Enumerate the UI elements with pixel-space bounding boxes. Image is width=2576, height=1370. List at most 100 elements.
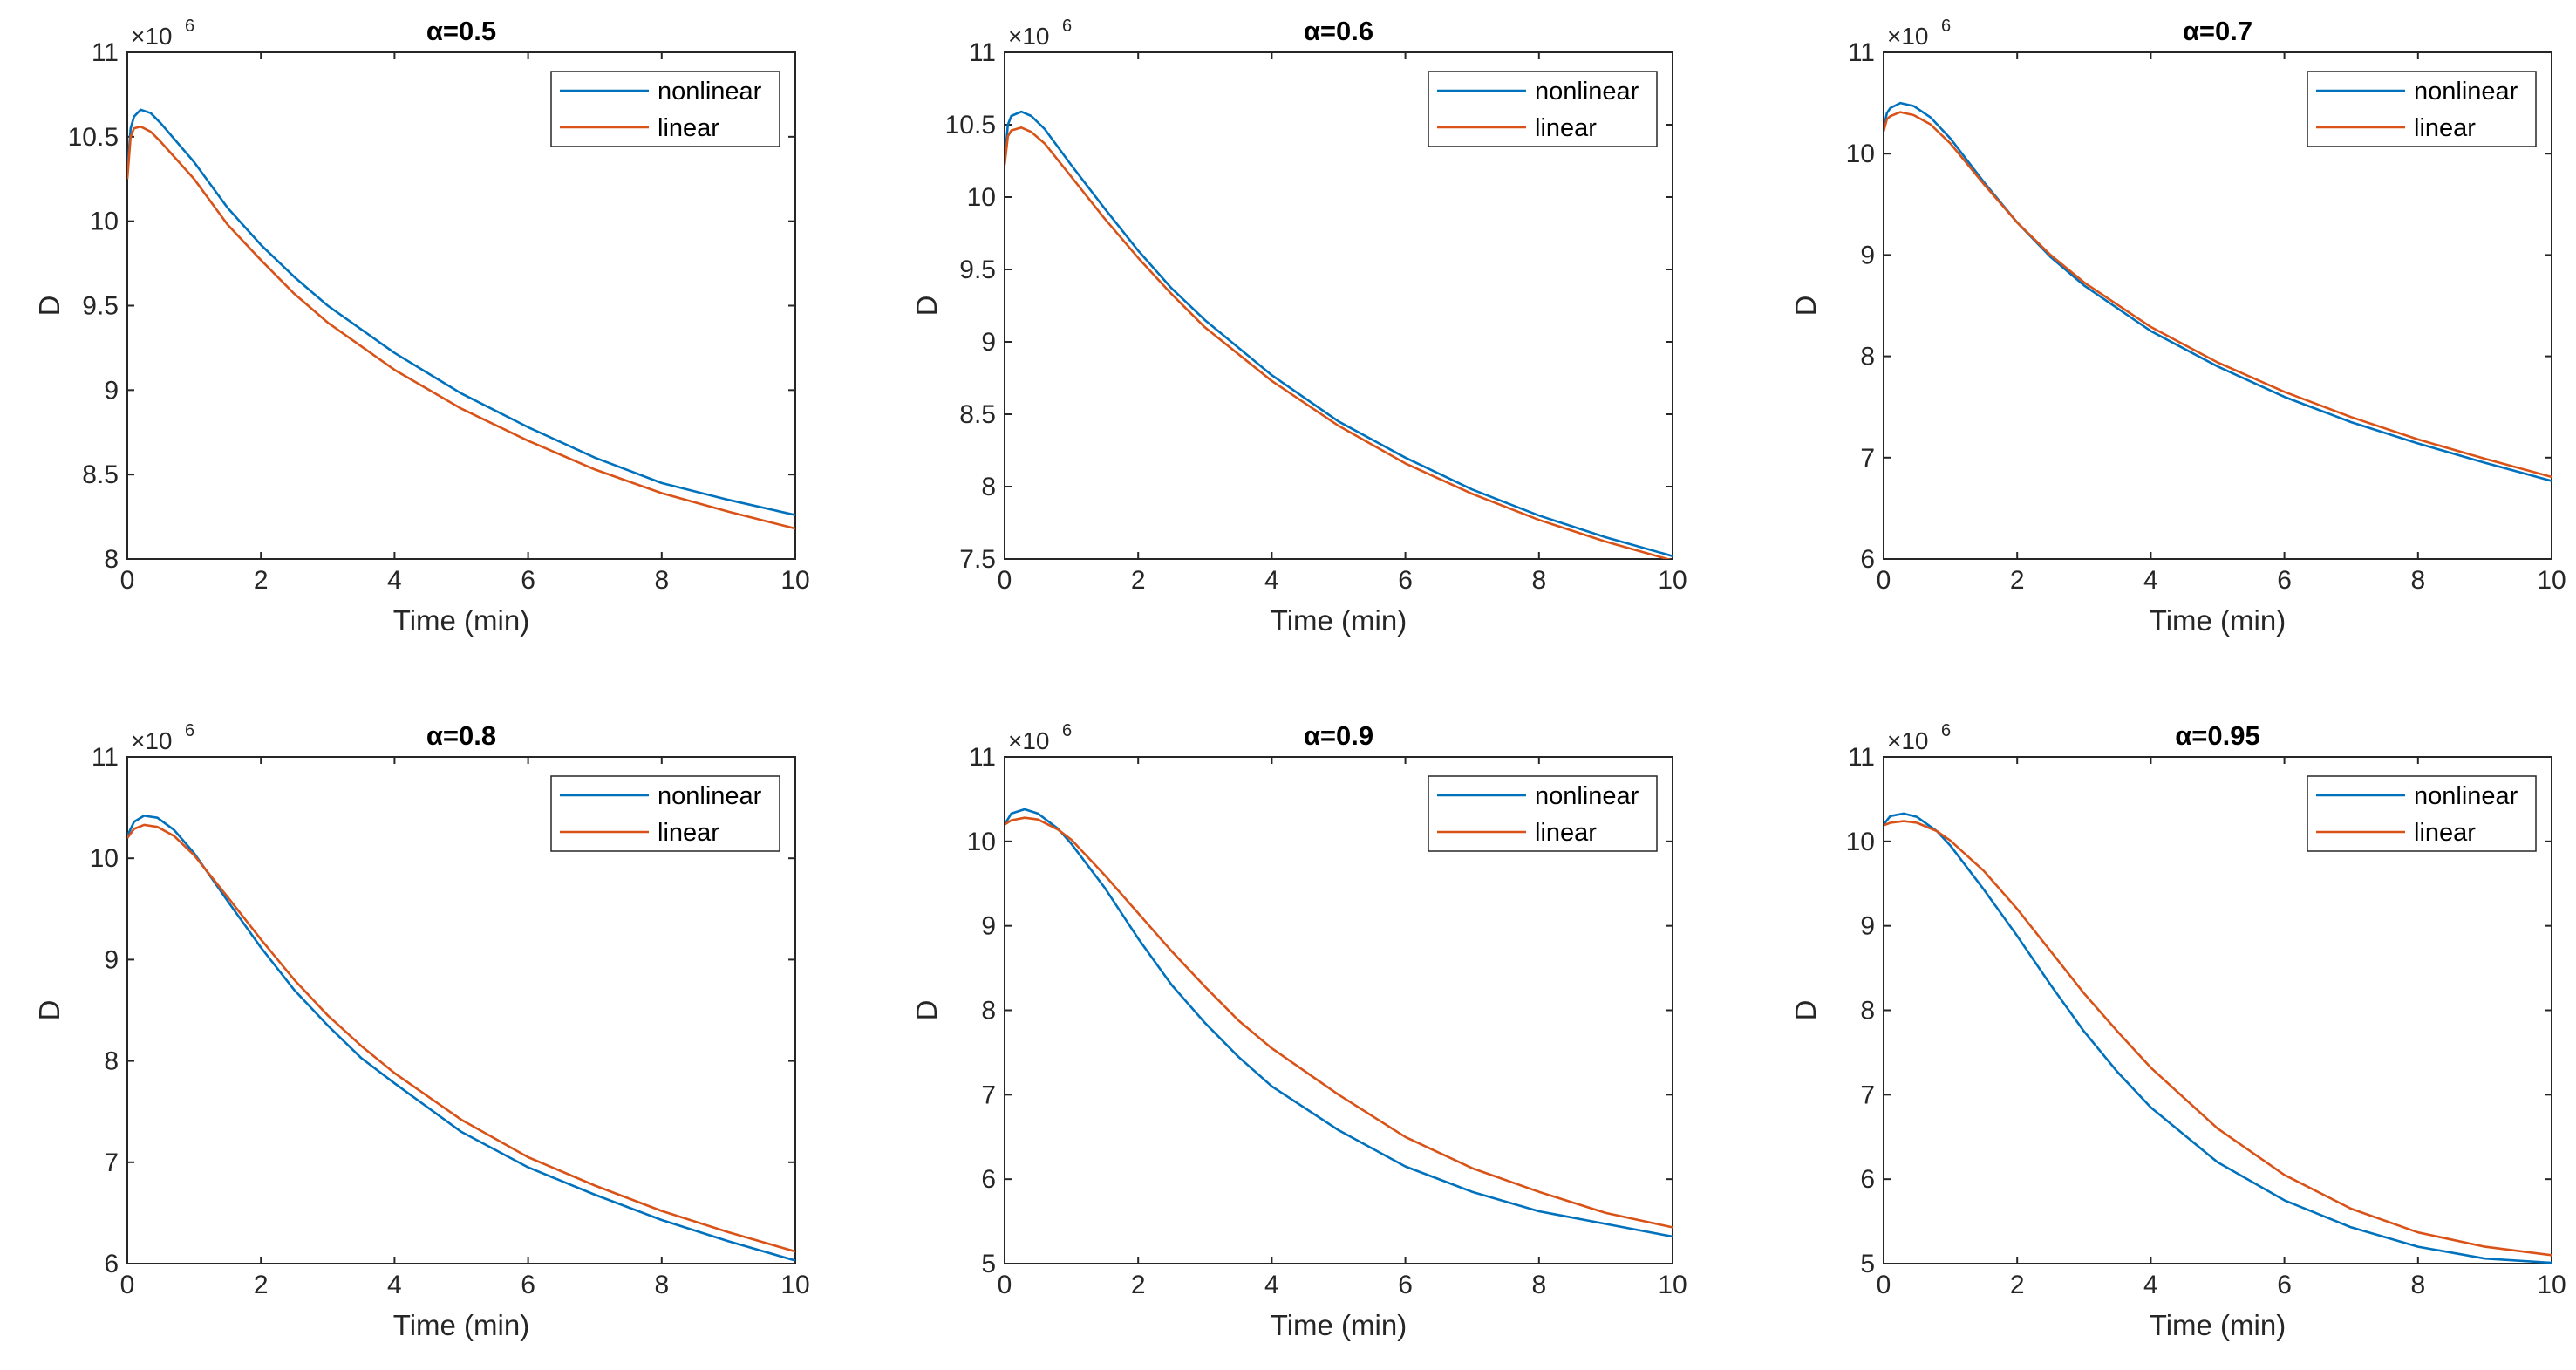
- x-tick-label: 0: [120, 1271, 135, 1299]
- x-tick-label: 8: [654, 1271, 669, 1299]
- x-tick-label: 6: [521, 566, 535, 595]
- y-axis-label: D: [910, 296, 943, 317]
- series-line-nonlinear: [1884, 812, 2552, 1264]
- y-tick-label: 7.5: [959, 545, 996, 574]
- chart-title: α=0.6: [1304, 16, 1373, 46]
- series-line-linear: [1005, 816, 1673, 1229]
- y-tick-label: 11: [969, 743, 996, 772]
- y-exponent-label: ×10: [131, 727, 173, 754]
- legend-label: linear: [658, 114, 719, 142]
- legend-label: linear: [2414, 819, 2476, 847]
- legend-label: linear: [1535, 114, 1597, 142]
- series-line-linear: [1005, 126, 1672, 559]
- legend-label: linear: [2414, 114, 2476, 142]
- x-tick-label: 4: [387, 566, 402, 595]
- y-tick-label: 9.5: [959, 256, 996, 284]
- y-exponent-power: 6: [1062, 17, 1072, 36]
- series-line-nonlinear: [1005, 808, 1673, 1238]
- title-symbol: α: [2183, 16, 2199, 46]
- x-tick-label: 8: [654, 566, 669, 595]
- y-exponent-label: ×10: [131, 23, 173, 50]
- y-tick-label: 11: [1848, 38, 1875, 67]
- x-axis-label: Time (min): [393, 604, 529, 637]
- x-tick-label: 8: [1531, 1271, 1546, 1299]
- y-tick-label: 9: [104, 945, 119, 974]
- legend: nonlinear linear: [550, 71, 780, 147]
- y-axis-label: D: [1789, 1000, 1822, 1021]
- x-tick-label: 2: [254, 566, 269, 595]
- y-tick-label: 8: [104, 1047, 119, 1076]
- y-tick-label: 6: [1860, 1165, 1875, 1194]
- legend-box: [550, 71, 780, 147]
- chart-title: α=0.9: [1304, 720, 1373, 751]
- chart-title: α=0.5: [426, 16, 496, 46]
- y-tick-label: 10: [1846, 140, 1875, 168]
- y-exponent-label: ×10: [1008, 727, 1050, 754]
- y-tick-label: 8: [981, 997, 996, 1026]
- series-group: [1884, 101, 2552, 482]
- chart-panel-4: 0 2 4 6 8 10 6 7 8 9 10 11 ×10 6 α=0.8 Time (min) Dnonli…: [33, 720, 810, 1341]
- y-tick-label: 10.5: [68, 123, 119, 152]
- legend: nonlinear linear: [550, 775, 780, 852]
- x-tick-label: 10: [1658, 566, 1687, 595]
- y-tick-label: 8: [1860, 343, 1875, 371]
- x-tick-label: 0: [998, 1271, 1012, 1299]
- legend: nonlinear linear: [1428, 71, 1658, 147]
- legend-label: nonlinear: [1535, 78, 1639, 106]
- x-tick-label: 4: [387, 1271, 402, 1299]
- y-tick-label: 10: [967, 183, 996, 212]
- y-exponent-power: 6: [1941, 17, 1951, 36]
- x-tick-label: 2: [1131, 566, 1146, 595]
- x-axis-label: Time (min): [1271, 604, 1407, 637]
- y-tick-label: 8: [981, 473, 996, 501]
- title-value: =0.6: [1320, 16, 1373, 46]
- y-tick-label: 8.5: [959, 400, 996, 429]
- y-tick-label: 10.5: [945, 111, 996, 140]
- title-value: =0.7: [2199, 16, 2252, 46]
- x-tick-label: 4: [2143, 1271, 2158, 1299]
- y-axis-label: D: [33, 296, 65, 317]
- legend-box: [2307, 775, 2537, 852]
- series-line-linear: [127, 823, 795, 1253]
- y-tick-label: 10: [90, 208, 119, 236]
- series-line-linear: [1884, 820, 2552, 1257]
- x-axis-label: Time (min): [393, 1309, 529, 1341]
- y-exponent-label: ×10: [1008, 23, 1050, 50]
- y-axis-label: D: [1789, 296, 1822, 317]
- chart-title: α=0.8: [426, 720, 496, 751]
- y-tick-label: 9: [981, 328, 996, 357]
- y-tick-label: 9: [104, 376, 119, 405]
- title-symbol: α: [426, 16, 443, 46]
- title-value: =0.5: [443, 16, 496, 46]
- x-tick-label: 0: [998, 566, 1012, 595]
- y-tick-label: 9.5: [82, 292, 119, 321]
- y-exponent-label: ×10: [1887, 23, 1929, 50]
- y-tick-label: 7: [981, 1080, 996, 1109]
- x-tick-label: 6: [521, 1271, 535, 1299]
- legend-label: nonlinear: [658, 782, 762, 810]
- y-tick-label: 11: [1848, 743, 1875, 772]
- legend-box: [2307, 71, 2537, 147]
- x-tick-label: 10: [780, 566, 809, 595]
- x-tick-label: 4: [1264, 566, 1279, 595]
- x-tick-label: 4: [2143, 566, 2158, 595]
- chart-panel-5: 0 2 4 6 8 10 5 6 7 8 9 10 11 ×10 6 α=0.9 Time (min) Dnonl…: [910, 720, 1687, 1341]
- y-tick-label: 10: [1846, 828, 1875, 856]
- y-tick-label: 8.5: [82, 460, 119, 489]
- legend-box: [1428, 71, 1658, 147]
- x-tick-label: 6: [2277, 1271, 2292, 1299]
- legend-label: nonlinear: [2414, 78, 2518, 106]
- x-tick-label: 2: [254, 1271, 269, 1299]
- legend-label: linear: [1535, 819, 1597, 847]
- series-group: [127, 815, 795, 1262]
- title-symbol: α: [426, 720, 443, 751]
- series-line-nonlinear: [1005, 110, 1673, 557]
- title-symbol: α: [1304, 16, 1320, 46]
- y-tick-label: 7: [1860, 444, 1875, 473]
- x-tick-label: 2: [2010, 566, 2025, 595]
- y-tick-label: 9: [981, 912, 996, 941]
- x-tick-label: 8: [2410, 1271, 2425, 1299]
- y-tick-label: 11: [92, 38, 119, 67]
- x-tick-label: 6: [2277, 566, 2292, 595]
